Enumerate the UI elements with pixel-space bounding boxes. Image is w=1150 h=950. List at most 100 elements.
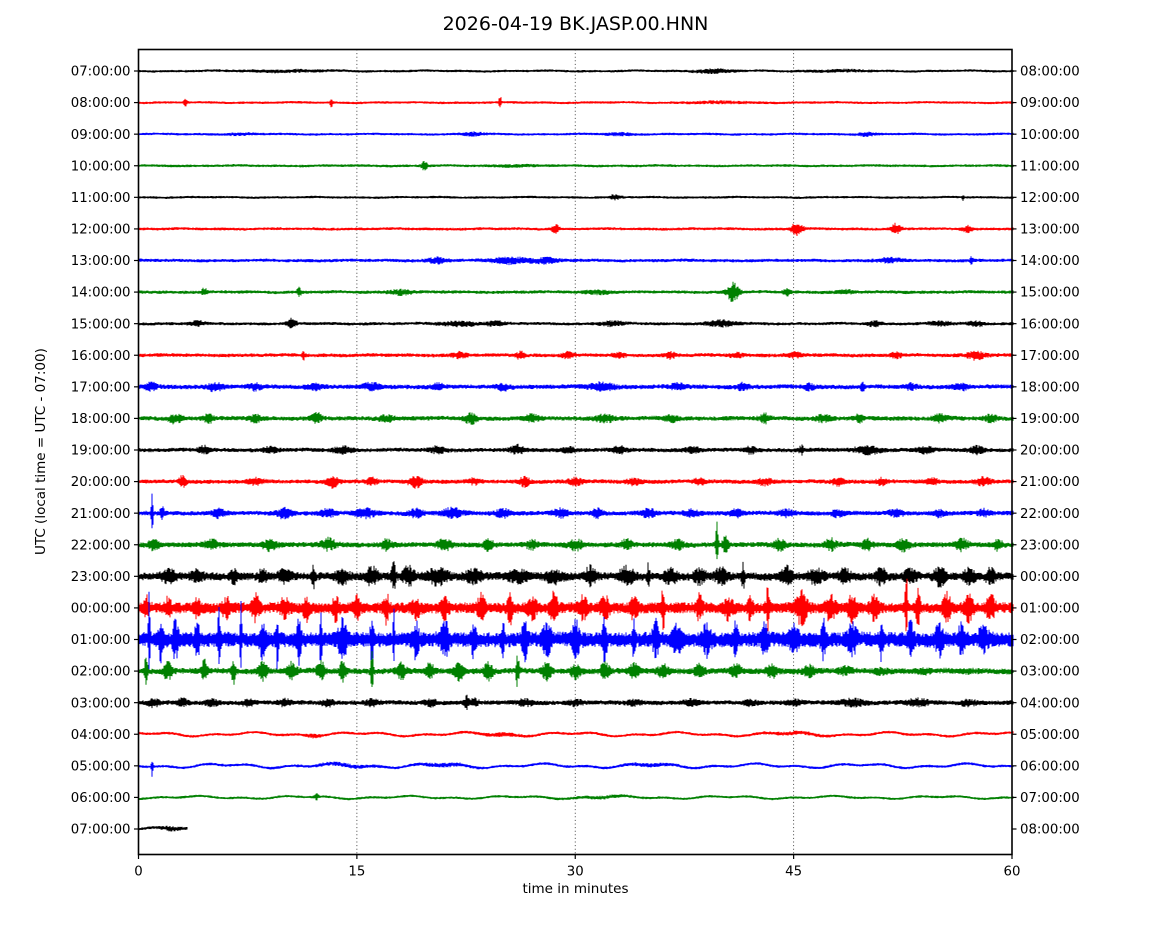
row-label-right: 17:00:00 [1020,349,1080,364]
row-label-right: 07:00:00 [1020,791,1080,806]
row-label-left: 11:00:00 [71,191,131,206]
row-label-left: 19:00:00 [71,444,131,459]
row-label-right: 18:00:00 [1020,380,1080,395]
x-tick-label: 15 [348,865,365,880]
trace-row [138,561,1014,590]
row-label-left: 00:00:00 [71,602,131,617]
x-tick-label: 45 [785,865,802,880]
row-label-right: 02:00:00 [1020,633,1080,648]
trace-band [138,443,1014,456]
row-label-right: 03:00:00 [1020,665,1080,680]
row-label-left: 03:00:00 [71,696,131,711]
figure-title: 2026-04-19 BK.JASP.00.HNN [442,13,709,35]
row-label-left: 13:00:00 [71,254,131,269]
row-label-right: 19:00:00 [1020,412,1080,427]
row-label-left: 18:00:00 [71,412,131,427]
row-label-right: 04:00:00 [1020,696,1080,711]
row-label-right: 08:00:00 [1020,65,1080,80]
row-label-left: 07:00:00 [71,65,131,80]
row-label-left: 14:00:00 [71,286,131,301]
trace-band [138,161,1014,171]
trace-row [138,825,188,832]
row-label-right: 06:00:00 [1020,759,1080,774]
row-label-left: 09:00:00 [71,128,131,143]
trace-row [138,97,1014,108]
row-label-left: 20:00:00 [71,475,131,490]
trace-row [138,222,1014,236]
row-label-left: 15:00:00 [71,317,131,332]
x-axis-label: time in minutes [522,881,629,897]
trace-band [138,256,1014,266]
trace-row [138,493,1014,529]
trace-band [138,825,188,832]
trace-row [138,131,1014,137]
row-label-left: 23:00:00 [71,570,131,585]
trace-band [138,68,1014,74]
row-label-right: 08:00:00 [1020,823,1080,838]
row-label-right: 22:00:00 [1020,507,1080,522]
trace-band [138,793,1014,801]
row-label-left: 12:00:00 [71,223,131,238]
row-label-left: 05:00:00 [71,759,131,774]
trace-row [138,281,1014,302]
trace-row [138,381,1014,393]
trace-band [138,694,1014,710]
x-tick-label: 30 [567,865,584,880]
trace-row [138,475,1014,489]
x-tick-label: 0 [134,865,142,880]
row-label-right: 21:00:00 [1020,475,1080,490]
trace-band [138,381,1014,393]
row-label-right: 13:00:00 [1020,223,1080,238]
trace-band [138,475,1014,489]
trace-band [138,761,1014,777]
row-label-left: 08:00:00 [71,96,131,111]
trace-row [138,793,1014,801]
row-label-left: 06:00:00 [71,791,131,806]
trace-row [138,256,1014,266]
trace-band [138,317,1014,329]
trace-row [138,161,1014,171]
row-label-left: 22:00:00 [71,538,131,553]
trace-band [138,521,1014,560]
row-label-left: 17:00:00 [71,380,131,395]
trace-row [138,761,1014,777]
row-label-right: 20:00:00 [1020,444,1080,459]
row-label-left: 04:00:00 [71,728,131,743]
row-label-left: 10:00:00 [71,159,131,174]
row-label-left: 07:00:00 [71,823,131,838]
trace-band [138,281,1014,302]
trace-row [138,578,1014,632]
trace-band [138,350,1014,361]
trace-band [138,131,1014,137]
row-label-right: 23:00:00 [1020,538,1080,553]
row-label-right: 01:00:00 [1020,602,1080,617]
trace-row [138,68,1014,74]
trace-band [138,561,1014,590]
row-label-right: 15:00:00 [1020,286,1080,301]
trace-band [138,578,1014,632]
trace-band [138,730,1014,739]
trace-row [138,350,1014,361]
trace-row [138,730,1014,739]
trace-band [138,194,1014,201]
row-label-right: 12:00:00 [1020,191,1080,206]
trace-row [138,194,1014,201]
row-label-left: 01:00:00 [71,633,131,648]
trace-band [138,493,1014,529]
row-label-left: 21:00:00 [71,507,131,522]
trace-row [138,521,1014,560]
row-label-left: 02:00:00 [71,665,131,680]
trace-row [138,443,1014,456]
x-tick-label: 60 [1004,865,1021,880]
trace-row [138,694,1014,710]
trace-band [138,222,1014,236]
trace-band [138,412,1014,425]
row-label-right: 00:00:00 [1020,570,1080,585]
row-label-right: 09:00:00 [1020,96,1080,111]
row-label-left: 16:00:00 [71,349,131,364]
row-label-right: 16:00:00 [1020,317,1080,332]
trace-row [138,412,1014,425]
trace-row [138,317,1014,329]
